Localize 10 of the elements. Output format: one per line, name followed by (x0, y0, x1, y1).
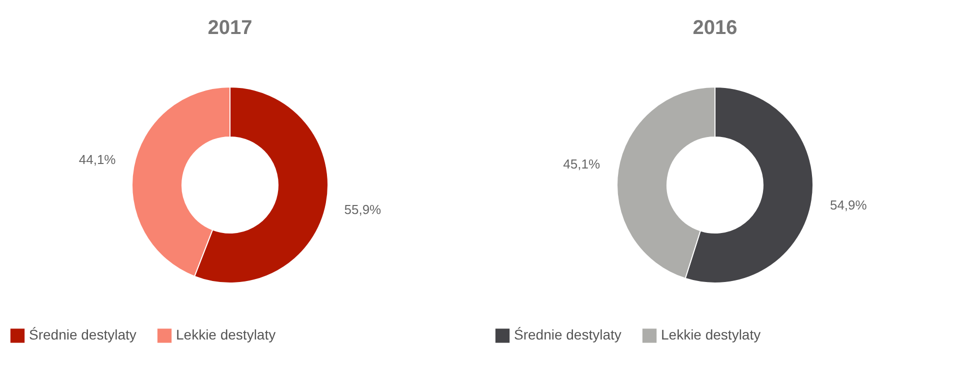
legend-label: Średnie destylaty (514, 326, 622, 343)
data-label: 55,9% (344, 202, 382, 217)
chart-title: 2017 (208, 17, 252, 39)
legend-label: Średnie destylaty (29, 326, 136, 343)
legend-label: Lekkie destylaty (661, 326, 761, 343)
data-label: 54,9% (830, 198, 868, 213)
data-label: 45,1% (563, 156, 600, 172)
legend-label: Lekkie destylaty (176, 326, 276, 343)
chart-title: 2016 (692, 17, 738, 39)
data-label: 44,1% (78, 152, 116, 168)
